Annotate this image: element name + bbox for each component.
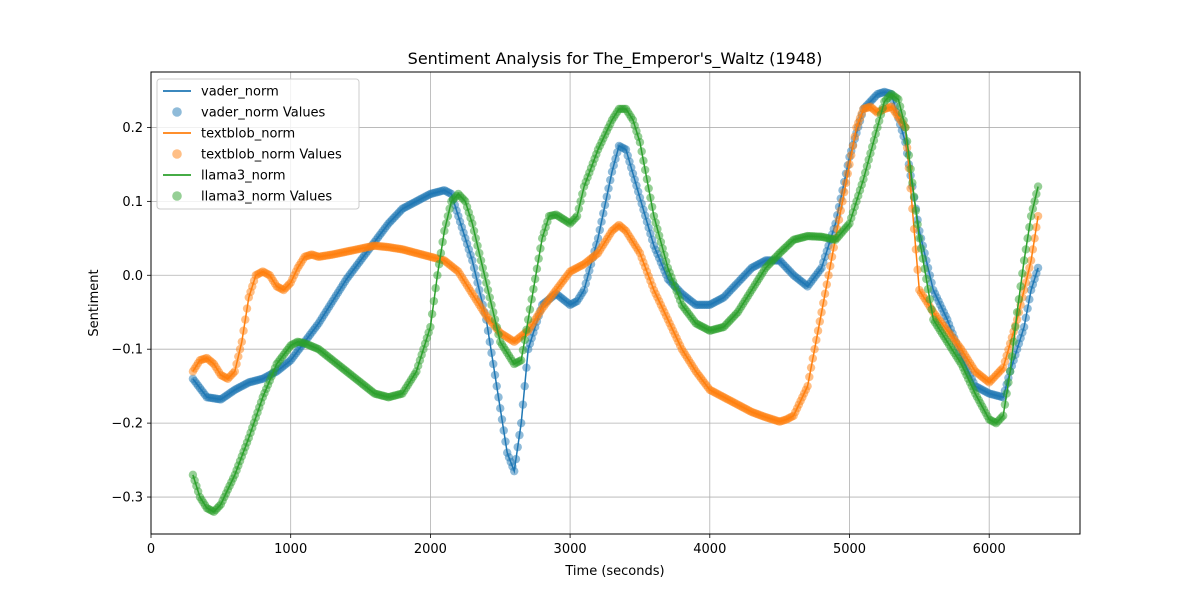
y-tick-label: 0.1 — [122, 195, 143, 210]
legend-label: llama3_norm Values — [201, 190, 332, 205]
vader_norm-point — [1033, 263, 1043, 273]
x-tick-label: 3000 — [554, 542, 587, 557]
y-tick-label: −0.3 — [111, 491, 143, 506]
y-tick-label: 0.0 — [122, 269, 143, 284]
series-llama3_norm — [188, 89, 1043, 517]
llama3_norm-line — [192, 93, 1039, 513]
x-tick-label: 1000 — [274, 542, 307, 557]
legend-label: vader_norm Values — [201, 106, 326, 121]
x-tick-label: 4000 — [693, 542, 726, 557]
legend-marker-swatch — [172, 107, 182, 117]
plot-frame — [150, 71, 1081, 535]
legend: vader_norm vader_norm Values textblob_norm… — [156, 78, 360, 210]
y-tick-label: −0.1 — [111, 343, 143, 358]
legend-marker-swatch — [172, 149, 182, 159]
legend-label: llama3_norm — [201, 169, 286, 184]
chart-title: Sentiment Analysis for The_Emperor's_Wal… — [408, 49, 823, 69]
legend-label: textblob_norm Values — [201, 148, 342, 163]
series-vader_norm — [188, 87, 1043, 476]
x-tick-label: 6000 — [973, 542, 1006, 557]
y-tick-label: −0.2 — [111, 417, 143, 432]
legend-label: vader_norm — [201, 85, 279, 100]
x-tick-label: 5000 — [833, 542, 866, 557]
x-axis-label: Time (seconds) — [564, 564, 664, 579]
tick-layer: 0 1000 2000 3000 4000 5000 6000 −0.3 −0.2 −0.1 0.0… — [111, 121, 1005, 557]
x-tick-label: 0 — [147, 542, 155, 557]
y-tick-label: 0.2 — [122, 121, 143, 136]
series-layer — [188, 87, 1043, 517]
legend-marker-swatch — [172, 191, 182, 201]
legend-box — [156, 78, 360, 210]
llama3_norm-point — [1033, 182, 1043, 191]
x-tick-label: 2000 — [414, 542, 447, 557]
y-axis-label: Sentiment — [87, 269, 102, 336]
series-textblob_norm — [188, 102, 1043, 426]
legend-label: textblob_norm — [201, 127, 295, 142]
